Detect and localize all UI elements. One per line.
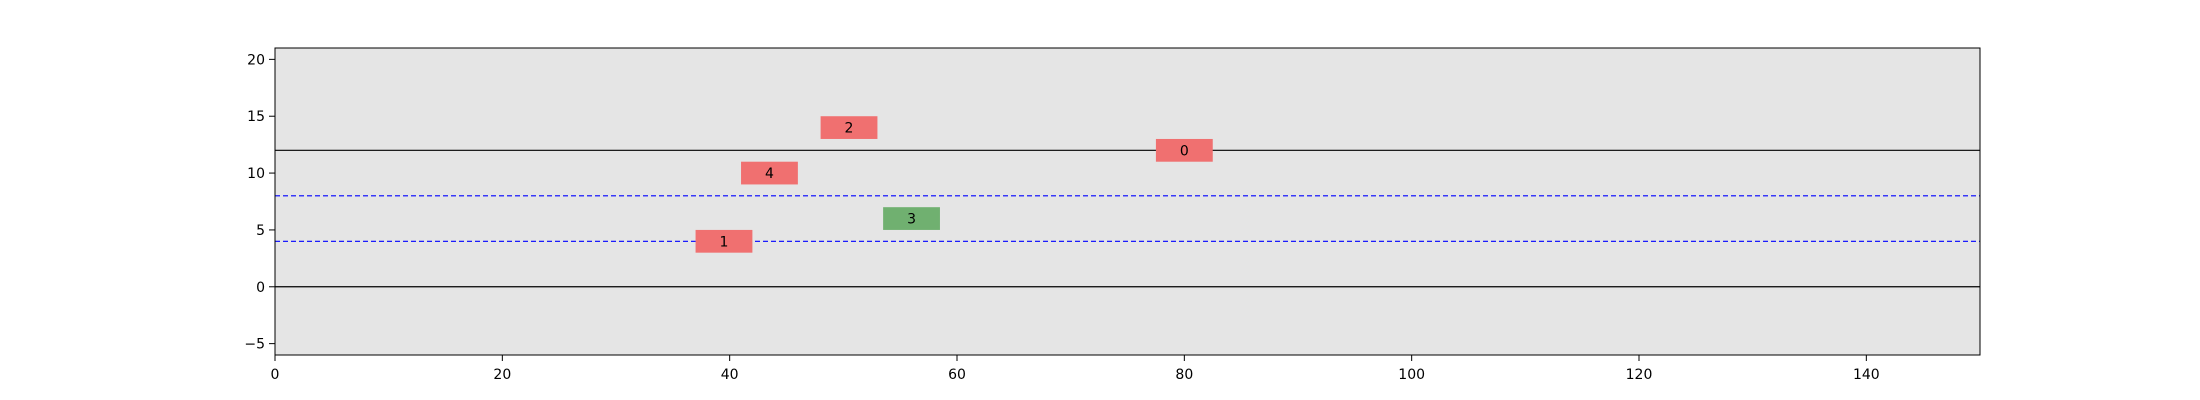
box-4: 4 [741,161,798,185]
box-label-1: 1 [720,234,729,250]
box-rect-4 [741,161,798,185]
plot-area [275,48,1980,355]
plot-frame [274,47,1981,356]
box-rect-1 [695,229,753,253]
y-tick-label-10: 10 [247,166,265,182]
axes-frame [274,47,1981,356]
box-0: 0 [1155,138,1213,162]
y-tick-label-5: 5 [256,223,265,239]
box-label-2: 2 [845,121,854,137]
plot-background [275,48,1980,355]
x-tick-label-40: 40 [721,367,739,383]
box-rect-2 [820,116,878,139]
box-rect-0 [1155,138,1213,162]
x-tick-label-140: 140 [1853,367,1880,383]
x-tick-label-60: 60 [948,367,966,383]
y-tick-label-0: 0 [256,280,265,296]
box-2: 2 [820,116,878,139]
x-tick-label-120: 120 [1626,367,1653,383]
boxes: 0 1 2 3 4 [695,116,1213,253]
box-label-0: 0 [1180,143,1189,159]
x-tick-label-0: 0 [271,367,280,383]
x-tick-label-100: 100 [1398,367,1425,383]
y-tick-label--5: −5 [244,337,265,353]
y-tick-label-20: 20 [247,52,265,68]
x-axis: 0 20 40 60 80 100 120 140 [271,355,1880,383]
x-tick-label-20: 20 [493,367,511,383]
box-rect-3 [883,207,940,230]
box-3: 3 [883,207,940,230]
y-axis: −5 0 5 10 15 20 [244,52,275,353]
box-label-3: 3 [907,212,916,228]
box-1: 1 [695,229,753,253]
box-label-4: 4 [765,166,774,182]
y-tick-label-15: 15 [247,109,265,125]
x-tick-label-80: 80 [1175,367,1193,383]
reference-lines [275,149,1980,288]
